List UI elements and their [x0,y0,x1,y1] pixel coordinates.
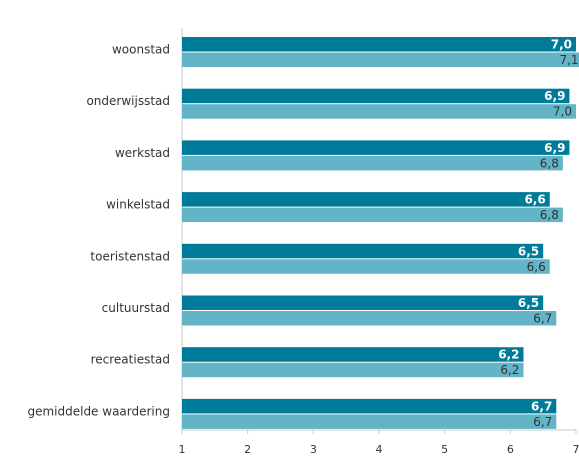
x-tick-label: 6 [507,443,514,456]
category-label: toeristenstad [90,249,170,263]
bar-series-2 [182,362,524,378]
bar-series-1 [182,295,544,310]
category-label: onderwijsstad [86,94,170,108]
bar-series-2 [182,52,579,67]
x-tick-label: 1 [179,443,186,456]
bar-value-label: 6,5 [518,296,539,310]
bar-value-label: 6,6 [524,193,545,207]
bar-series-1 [182,140,570,155]
x-tick-label: 5 [441,443,448,456]
bar-series-1 [182,88,570,104]
bar-series-2 [182,207,563,223]
bar-value-label: 7,0 [551,38,572,52]
bar-series-2 [182,104,576,119]
bar-value-label: 6,8 [540,156,559,170]
bar-series-1 [182,37,576,52]
bar-series-2 [182,155,563,171]
bar-value-label: 6,9 [544,89,565,103]
x-tick-label: 2 [244,443,251,456]
bar-value-label: 7,1 [559,53,578,67]
bars-layer [182,37,579,429]
bar-series-1 [182,398,557,414]
bar-value-label: 6,6 [527,260,546,274]
category-label: winkelstad [106,198,170,212]
bar-series-1 [182,243,544,259]
bar-value-label: 6,7 [533,312,552,326]
x-tick-label: 7 [573,443,579,456]
bar-value-label: 6,7 [531,399,552,413]
bar-value-label: 6,9 [544,141,565,155]
x-tick-label: 3 [310,443,317,456]
bar-value-label: 6,7 [533,415,552,429]
bar-value-label: 6,2 [498,348,519,362]
bar-series-2 [182,259,550,274]
category-label: werkstad [115,146,170,160]
category-label: woonstad [112,43,170,57]
bar-series-1 [182,347,524,362]
bar-value-label: 6,5 [518,244,539,258]
category-label: gemiddelde waardering [27,404,170,418]
bar-series-2 [182,311,557,326]
bar-series-2 [182,414,557,429]
bar-value-label: 6,8 [540,208,559,222]
bar-value-label: 6,2 [500,363,519,377]
category-label: recreatiestad [91,353,170,367]
bar-series-1 [182,192,550,207]
category-label: cultuurstad [102,301,170,315]
bar-value-label: 7,0 [553,105,572,119]
x-tick-label: 4 [376,443,383,456]
